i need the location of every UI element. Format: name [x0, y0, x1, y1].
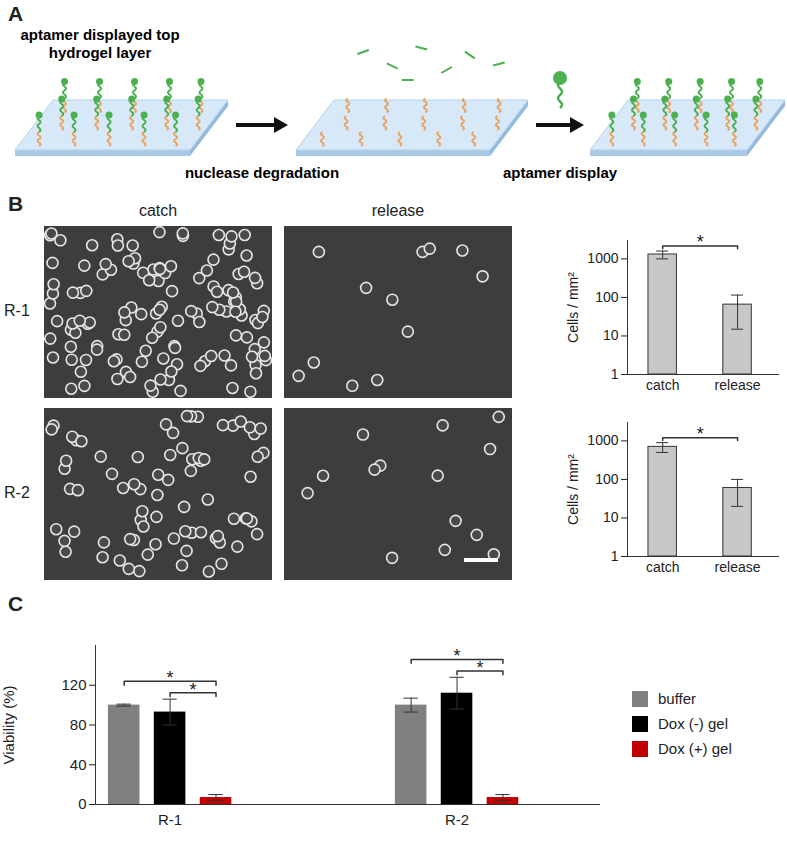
svg-text:1000: 1000 — [587, 432, 618, 448]
svg-text:100: 100 — [595, 289, 619, 305]
svg-text:Viability (%): Viability (%) — [0, 686, 17, 765]
svg-text:aptamer display: aptamer display — [503, 164, 618, 181]
html-text:buffer: buffer — [658, 690, 697, 707]
html-text:R-2: R-2 — [4, 484, 30, 501]
svg-text:R-2: R-2 — [445, 811, 469, 828]
html-text:Dox (+) gel: Dox (+) gel — [658, 740, 732, 757]
html-text:release: release — [371, 202, 425, 219]
html-text:R-1: R-1 — [4, 302, 30, 319]
svg-text:Cells / mm²: Cells / mm² — [565, 272, 581, 343]
svg-text:*: * — [454, 646, 461, 666]
html-text:C: C — [8, 592, 24, 615]
svg-text:*: * — [476, 658, 483, 678]
svg-text:catch: catch — [646, 559, 679, 575]
svg-text:80: 80 — [70, 716, 87, 733]
svg-text:40: 40 — [70, 756, 87, 773]
svg-text:release: release — [715, 377, 761, 393]
svg-text:120: 120 — [61, 676, 86, 693]
svg-text:10: 10 — [603, 327, 619, 343]
svg-text:R-1: R-1 — [158, 811, 182, 828]
svg-text:100: 100 — [595, 471, 619, 487]
svg-text:0: 0 — [78, 795, 86, 812]
html-text:A: A — [8, 2, 24, 25]
svg-text:nuclease degradation: nuclease degradation — [185, 164, 339, 181]
svg-text:Cells / mm²: Cells / mm² — [565, 454, 581, 525]
svg-text:catch: catch — [646, 377, 679, 393]
svg-text:1000: 1000 — [587, 250, 618, 266]
svg-text:1: 1 — [611, 548, 619, 564]
svg-text:*: * — [190, 680, 197, 700]
svg-text:aptamer displayed tophydrogel: aptamer displayed tophydrogel layer — [20, 26, 179, 61]
html-text:B: B — [8, 192, 24, 215]
svg-text:release: release — [715, 559, 761, 575]
html-text:Dox (-) gel: Dox (-) gel — [658, 715, 728, 732]
svg-text:1: 1 — [611, 366, 619, 382]
svg-text:*: * — [697, 424, 704, 444]
svg-text:10: 10 — [603, 509, 619, 525]
html-text:catch: catch — [138, 202, 178, 219]
svg-text:*: * — [697, 232, 704, 252]
svg-text:*: * — [167, 668, 174, 688]
